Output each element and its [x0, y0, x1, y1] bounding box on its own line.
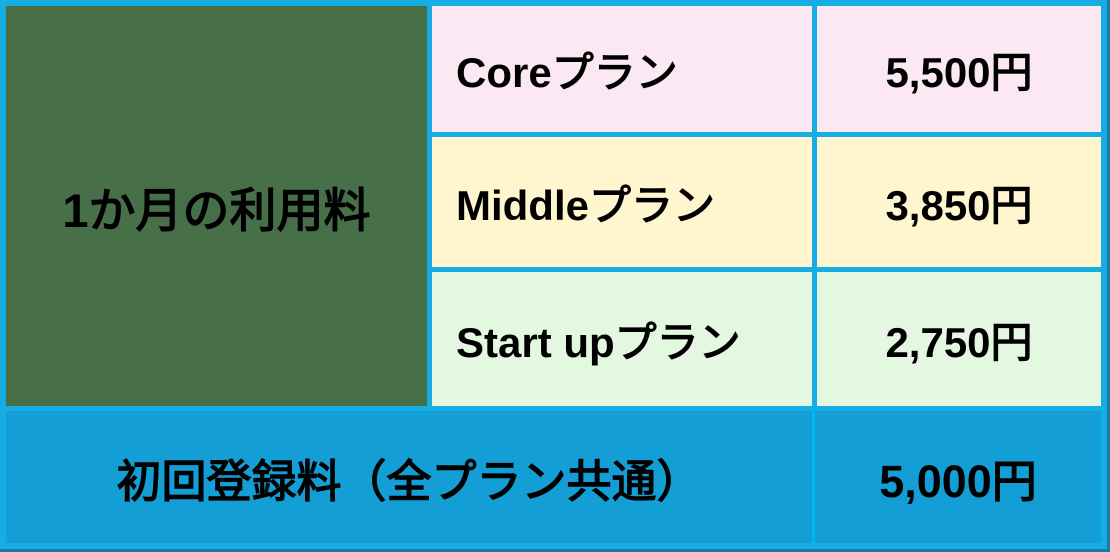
plan-name-cell-startup: Start upプラン [432, 272, 812, 406]
plan-name-label: Start upプラン [456, 318, 741, 366]
registration-fee-price-label: 5,000円 [879, 455, 1037, 507]
plan-price-label: 2,750円 [885, 318, 1033, 366]
plan-price-cell-core: 5,500円 [817, 6, 1101, 132]
plan-name-label: Middleプラン [456, 181, 715, 229]
registration-fee-label: 初回登録料（全プラン共通） [116, 455, 702, 507]
monthly-fee-label: 1か月の利用料 [62, 183, 371, 237]
registration-fee-label-cell: 初回登録料（全プラン共通） [6, 411, 812, 543]
monthly-fee-header-cell: 1か月の利用料 [6, 6, 427, 406]
plan-price-label: 3,850円 [885, 181, 1033, 229]
plan-name-label: Coreプラン [456, 48, 678, 96]
registration-fee-price-cell: 5,000円 [815, 411, 1101, 543]
plan-price-label: 5,500円 [885, 48, 1033, 96]
plan-price-cell-startup: 2,750円 [817, 272, 1101, 406]
plan-name-cell-core: Coreプラン [432, 6, 812, 132]
plan-price-cell-middle: 3,850円 [817, 137, 1101, 267]
footer-column-divider [812, 411, 815, 543]
registration-fee-row: 初回登録料（全プラン共通） 5,000円 [6, 411, 1101, 543]
plan-name-cell-middle: Middleプラン [432, 137, 812, 267]
